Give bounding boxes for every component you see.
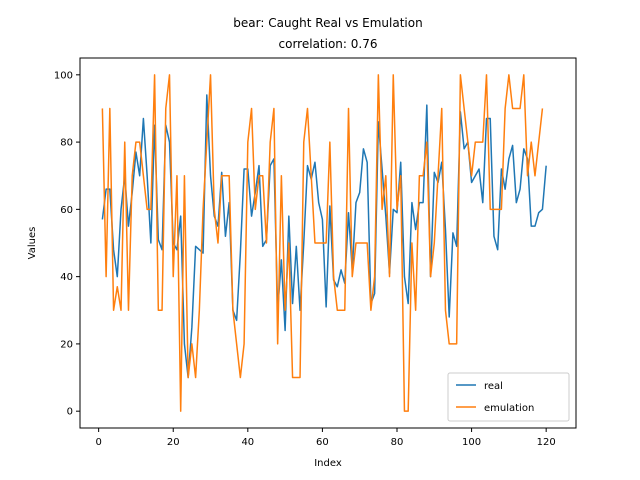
series-line-real	[101, 94, 547, 379]
y-tick-label: 0	[67, 407, 73, 418]
y-tick-label: 80	[60, 138, 73, 149]
y-tick-label: 100	[54, 70, 73, 81]
y-axis-ticks: 0 20 40 60 80 100	[54, 70, 80, 418]
plot-area-frame	[79, 57, 577, 429]
y-tick-label: 60	[60, 205, 73, 216]
x-tick-label: 120	[537, 437, 556, 448]
legend-box	[447, 372, 570, 422]
x-axis-label: Index	[314, 458, 342, 469]
y-tick-label: 40	[60, 272, 73, 283]
x-tick-label: 60	[316, 437, 329, 448]
legend-label-emulation: emulation	[484, 403, 534, 414]
x-tick-label: 40	[241, 437, 254, 448]
legend-label-real: real	[484, 381, 503, 392]
chart-title: bear: Caught Real vs Emulation	[233, 16, 422, 30]
x-tick-label: 100	[462, 437, 481, 448]
y-axis-label: Values	[27, 227, 38, 260]
y-tick-label: 20	[60, 339, 73, 350]
chart-subtitle: correlation: 0.76	[279, 37, 378, 51]
series-layer	[101, 74, 547, 412]
x-axis-ticks: 0 20 40 60 80 100 120	[95, 428, 556, 448]
series-line-emulation	[101, 74, 544, 412]
x-tick-label: 20	[167, 437, 180, 448]
x-tick-label: 80	[391, 437, 404, 448]
legend: real emulation	[447, 372, 570, 422]
x-tick-label: 0	[95, 437, 101, 448]
